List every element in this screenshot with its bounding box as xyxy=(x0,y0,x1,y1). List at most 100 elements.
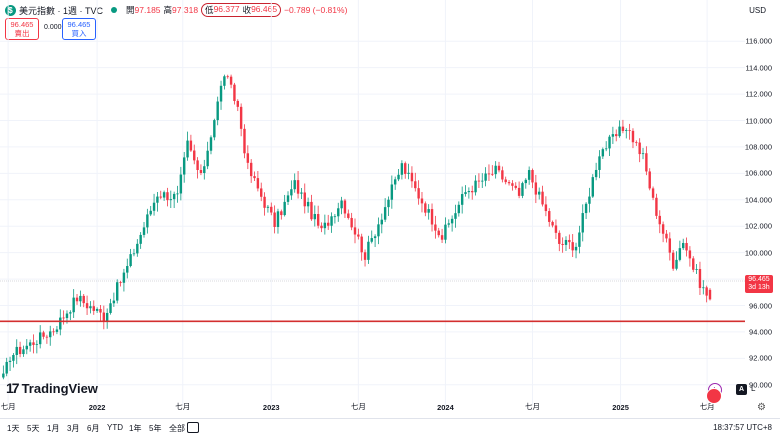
tradingview-logo[interactable]: 17 TradingView xyxy=(6,380,98,396)
candle-body xyxy=(102,312,106,321)
currency-label[interactable]: USD xyxy=(749,6,766,15)
candle-body xyxy=(487,173,491,175)
log-scale-l-icon[interactable]: L xyxy=(751,384,756,393)
range-button[interactable]: 3月 xyxy=(67,424,80,433)
candle-body xyxy=(2,373,5,378)
candle-body xyxy=(414,181,417,189)
low-close-highlight: 低 96.377 收 96.465 xyxy=(201,3,282,17)
candle-body xyxy=(537,191,541,195)
candle-body xyxy=(541,191,544,205)
symbol-title[interactable]: $ 美元指數 · 1週 · TVC xyxy=(5,4,103,17)
candle-body xyxy=(243,128,246,154)
candle-body xyxy=(203,166,206,174)
candle-body xyxy=(126,266,129,273)
current-price-value: 96.465 xyxy=(748,276,770,283)
candle-body xyxy=(591,177,594,197)
price-tick-label: 114.000 xyxy=(745,63,772,73)
candle-body xyxy=(450,218,454,224)
candle-body xyxy=(333,216,337,218)
countdown-value: 3d 13h xyxy=(748,284,770,291)
candle-body xyxy=(454,213,457,219)
candle-body xyxy=(142,227,146,235)
range-button[interactable]: YTD xyxy=(107,423,123,432)
tv-logo-text: TradingView xyxy=(21,380,98,396)
buy-label: 買入 xyxy=(71,29,87,38)
candle-body xyxy=(363,252,367,260)
candle-body xyxy=(69,312,72,314)
candle-body xyxy=(481,180,484,182)
candle-body xyxy=(514,185,517,188)
candle-body xyxy=(189,140,193,151)
candle-body xyxy=(316,214,320,226)
auto-scale-a-icon[interactable]: A xyxy=(736,384,747,395)
candle-body xyxy=(18,346,22,355)
candle-body xyxy=(266,206,270,208)
candle-body xyxy=(169,199,173,201)
range-button[interactable]: 6月 xyxy=(87,424,100,433)
us-flag-icon[interactable] xyxy=(706,388,722,404)
candle-body xyxy=(474,180,477,193)
candle-body xyxy=(373,236,377,239)
candle-body xyxy=(377,224,380,237)
candle-body xyxy=(434,224,437,231)
range-button[interactable]: 5年 xyxy=(149,424,162,433)
candle-body xyxy=(38,332,42,345)
candle-body xyxy=(501,170,504,180)
candle-body xyxy=(648,171,651,189)
close-label: 收 xyxy=(242,5,252,15)
candle-body xyxy=(25,345,28,350)
gear-icon[interactable]: ⚙ xyxy=(757,402,766,413)
candle-body xyxy=(52,331,55,333)
candle-body xyxy=(692,258,695,270)
range-button[interactable]: 1月 xyxy=(47,424,60,433)
candle-body xyxy=(611,134,615,137)
time-tick-label: 七月 xyxy=(350,402,366,411)
candle-body xyxy=(136,243,139,254)
candle-body xyxy=(651,188,655,198)
candle-body xyxy=(698,268,702,288)
candle-body xyxy=(327,222,330,226)
candle-body xyxy=(99,308,102,313)
range-button[interactable]: 5天 xyxy=(27,424,40,433)
candle-body xyxy=(561,243,564,245)
candle-body xyxy=(618,126,621,137)
calendar-icon[interactable] xyxy=(187,422,199,433)
candle-body xyxy=(229,76,233,85)
low-label: 低 xyxy=(205,5,214,15)
candle-body xyxy=(420,198,424,204)
sell-button[interactable]: 96.465 賣出 xyxy=(5,18,39,40)
candle-body xyxy=(303,192,306,207)
candle-body xyxy=(239,106,243,129)
candle-body xyxy=(306,201,310,207)
sell-price: 96.465 xyxy=(10,20,34,29)
price-tick-label: 110.000 xyxy=(745,116,772,125)
range-button[interactable]: 全部 xyxy=(169,424,185,433)
candle-body xyxy=(383,207,387,220)
range-button[interactable]: 1年 xyxy=(129,424,142,433)
high-value: 97.318 xyxy=(172,5,199,15)
candle-body xyxy=(270,206,273,213)
dollar-icon: $ xyxy=(5,4,16,16)
time-tick-label: 七月 xyxy=(175,402,191,411)
candle-body xyxy=(286,195,290,202)
buy-button[interactable]: 96.465 買入 xyxy=(62,18,96,40)
candle-body xyxy=(568,239,571,243)
candle-body xyxy=(5,361,8,374)
candle-body xyxy=(89,306,92,309)
candle-body xyxy=(400,163,404,175)
candle-body xyxy=(95,308,99,311)
candle-body xyxy=(678,248,682,260)
clock-time[interactable]: 18:37:57 UTC+8 xyxy=(713,423,772,432)
candle-body xyxy=(72,297,75,313)
candle-body xyxy=(343,200,347,214)
candle-body xyxy=(65,313,69,319)
candle-body xyxy=(708,289,712,300)
candle-body xyxy=(440,235,444,240)
candle-body xyxy=(226,76,229,78)
range-button[interactable]: 1天 xyxy=(7,424,20,433)
price-tick-label: 106.000 xyxy=(744,168,772,178)
candle-body xyxy=(256,178,260,189)
range-bar: 1天 5天 1月 3月 6月 YTD 1年 5年 全部 18:37:57 UTC+8 xyxy=(0,418,780,439)
candle-body xyxy=(59,317,62,330)
